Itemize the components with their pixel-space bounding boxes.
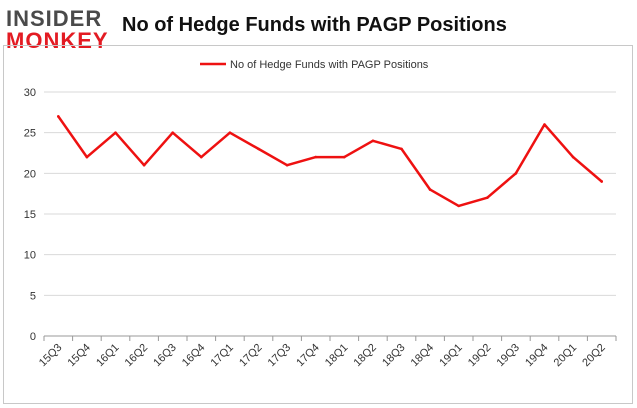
x-tick-label: 20Q2 <box>580 342 608 370</box>
data-point <box>171 131 174 134</box>
y-tick-label: 20 <box>24 168 36 180</box>
data-point <box>371 139 375 143</box>
x-tick-label: 16Q3 <box>151 342 179 370</box>
x-tick-label: 20Q1 <box>552 342 580 370</box>
x-tick-label: 19Q3 <box>494 342 522 370</box>
x-tick-label: 15Q4 <box>65 342 93 370</box>
data-point <box>428 188 432 191</box>
data-point <box>142 163 146 167</box>
data-point <box>114 131 117 134</box>
data-point <box>600 180 603 183</box>
data-point <box>343 155 346 159</box>
chart-frame <box>3 45 633 404</box>
logo-text-bottom: MONKEY <box>6 28 109 53</box>
y-tick-label: 0 <box>30 331 36 343</box>
x-tick-label: 16Q1 <box>94 342 122 370</box>
x-tick-label: 17Q1 <box>208 342 236 370</box>
data-point <box>314 155 318 159</box>
x-tick-label: 17Q2 <box>237 342 265 370</box>
x-tick-label: 19Q4 <box>523 342 551 370</box>
x-tick-label: 16Q4 <box>180 342 208 370</box>
x-tick-labels: 15Q3 15Q4 16Q1 16Q2 16Q3 16Q4 17Q1 17Q2 17Q3 17Q4… <box>37 342 608 370</box>
y-tick-label: 30 <box>24 87 36 99</box>
data-point <box>85 155 89 159</box>
x-tick-label: 19Q1 <box>437 342 465 370</box>
logo-text-top: INSIDER <box>6 6 103 31</box>
x-tick-label: 18Q4 <box>409 342 437 370</box>
legend: No of Hedge Funds with PAGP Positions <box>200 59 429 71</box>
data-point <box>285 163 289 167</box>
x-tick-label: 15Q3 <box>37 342 65 370</box>
x-tick-label: 18Q1 <box>323 342 351 370</box>
y-tick-label: 15 <box>24 209 36 221</box>
data-point <box>400 147 403 151</box>
data-point <box>486 196 489 200</box>
x-tick-label: 17Q3 <box>266 342 294 370</box>
y-tick-label: 25 <box>24 128 36 140</box>
series-lines <box>57 115 603 208</box>
x-tick-label: 19Q2 <box>466 342 494 370</box>
x-tick-label: 16Q2 <box>123 342 151 370</box>
insider-monkey-logo: INSIDER MONKEY <box>6 6 116 52</box>
y-tick-label: 5 <box>30 290 36 302</box>
x-tick-label: 18Q3 <box>380 342 408 370</box>
axes <box>43 335 617 341</box>
data-point <box>257 147 260 151</box>
data-point <box>457 204 461 208</box>
legend-label: No of Hedge Funds with PAGP Positions <box>230 59 429 71</box>
y-tick-labels: 0 5 10 15 20 25 30 <box>24 87 36 343</box>
data-point <box>543 123 546 126</box>
series-line <box>57 115 603 208</box>
y-tick-label: 10 <box>24 250 36 262</box>
data-point <box>200 155 203 159</box>
data-point <box>57 115 60 118</box>
data-point <box>514 172 518 175</box>
x-tick-label: 18Q2 <box>351 342 379 370</box>
chart-title: No of Hedge Funds with PAGP Positions <box>122 14 507 36</box>
grid-lines <box>44 91 616 296</box>
x-tick-label: 17Q4 <box>294 342 322 370</box>
data-point <box>228 131 232 134</box>
data-point <box>571 155 575 159</box>
